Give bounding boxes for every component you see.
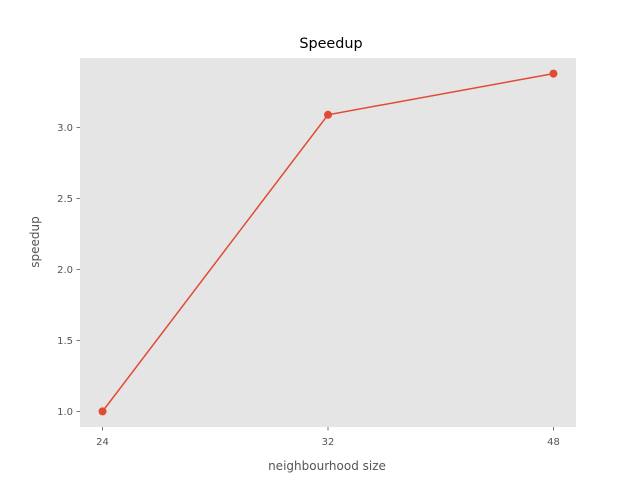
y-tick-label: 1.5 xyxy=(57,336,73,347)
x-axis: 24 32 48 xyxy=(96,427,560,448)
y-tick-label: 2.5 xyxy=(57,194,73,205)
y-tick-label: 1.0 xyxy=(57,407,73,418)
x-axis-label: neighbourhood size xyxy=(268,459,386,473)
y-axis-label: speedup xyxy=(28,216,42,267)
data-point xyxy=(98,407,107,416)
series-layer xyxy=(98,69,558,416)
y-axis: 1.0 1.5 2.0 2.5 3.0 xyxy=(57,123,80,418)
data-point xyxy=(324,110,332,119)
y-tick-label: 3.0 xyxy=(57,123,73,134)
data-point xyxy=(549,69,558,78)
plot-area xyxy=(80,58,576,427)
x-tick-label: 24 xyxy=(96,437,109,448)
x-tick-label: 48 xyxy=(547,437,560,448)
chart-title: Speedup xyxy=(299,36,362,52)
y-tick-label: 2.0 xyxy=(57,265,73,276)
x-tick-label: 32 xyxy=(322,437,335,448)
